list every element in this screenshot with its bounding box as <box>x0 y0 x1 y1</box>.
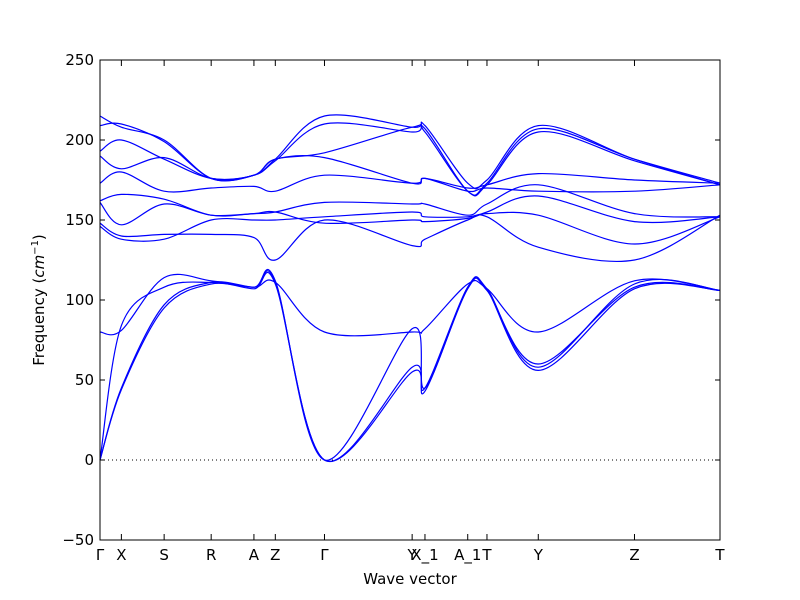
band-line-11 <box>99 123 721 196</box>
x-tick-label: A_1 <box>454 546 481 565</box>
x-tick-label: Γ <box>320 546 329 564</box>
band-line-8 <box>99 184 721 218</box>
x-tick-label: S <box>159 546 169 564</box>
x-tick-label: Z <box>270 546 280 564</box>
x-tick-label: R <box>206 546 216 564</box>
band-line-10 <box>99 154 721 189</box>
y-axis-label-unit-exp: −1 <box>30 240 41 255</box>
x-tick-label: T <box>481 546 492 564</box>
y-tick-label: 150 <box>65 211 94 229</box>
band-line-9 <box>99 171 721 193</box>
x-tick-label: Y <box>407 546 418 564</box>
band-line-12 <box>99 114 721 190</box>
plot-area <box>99 114 721 463</box>
x-tick-label: T <box>714 546 725 564</box>
x-axis: Γ X S R A Z Γ YX_1 A_1 T Y Z T <box>96 60 725 565</box>
x-tick-label: A <box>249 546 260 564</box>
band-line-1 <box>99 270 721 462</box>
band-line-5 <box>99 214 721 263</box>
y-axis: −50 0 50 100 150 200 250 <box>62 51 720 549</box>
band-line-3 <box>99 268 721 461</box>
band-line-4 <box>99 273 721 337</box>
band-line-7 <box>99 195 721 226</box>
x-tick-label: Y <box>533 546 544 564</box>
x-tick-label: X_1 <box>411 546 438 565</box>
plot-frame <box>99 59 721 541</box>
x-tick-label: X <box>116 546 126 564</box>
x-tick-label: Γ <box>96 546 105 564</box>
band-line-2 <box>99 271 721 463</box>
y-tick-label: 250 <box>65 51 94 69</box>
y-tick-label: −50 <box>62 531 94 549</box>
y-tick-label: 100 <box>65 291 94 309</box>
y-axis-label-text: Frequency <box>30 288 48 366</box>
y-axis-label-unit: cm <box>30 255 48 278</box>
y-tick-label: 50 <box>75 371 94 389</box>
y-tick-label: 0 <box>84 451 94 469</box>
y-axis-label: Frequency (cm−1) <box>30 234 48 366</box>
y-tick-label: 200 <box>65 131 94 149</box>
band-line-6 <box>99 211 721 245</box>
band-line-13 <box>99 115 721 197</box>
x-tick-label: Z <box>629 546 639 564</box>
x-axis-label: Wave vector <box>363 570 457 588</box>
